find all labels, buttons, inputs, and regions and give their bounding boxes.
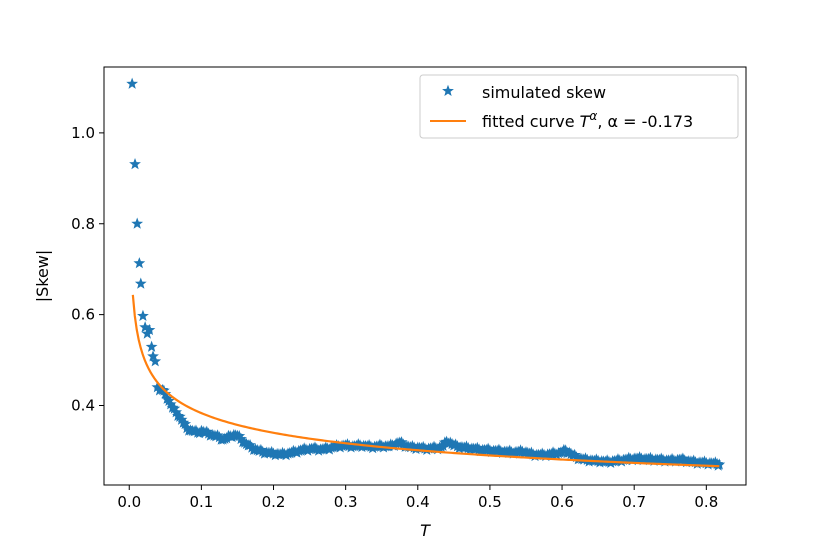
scatter-point <box>170 406 183 418</box>
legend: simulated skew fitted curve Tα, α = -0.1… <box>419 74 739 139</box>
x-axis: 0.0 0.1 0.2 0.3 0.4 0.5 0.6 0.7 0.8 <box>117 485 718 511</box>
x-tick-label: 0.3 <box>334 493 358 511</box>
legend-label-simulated: simulated skew <box>482 83 606 102</box>
x-tick-label: 0.4 <box>406 493 430 511</box>
scatter-point <box>134 277 147 289</box>
legend-star-marker <box>442 84 454 97</box>
y-tick-label: 0.6 <box>71 306 95 324</box>
scatter-point <box>129 158 141 170</box>
scatter-point <box>471 441 484 453</box>
scatter-point <box>213 431 226 443</box>
y-tick-label: 0.8 <box>71 215 95 233</box>
scatter-point <box>173 410 186 422</box>
scatter-point <box>395 436 408 448</box>
y-tick-label: 1.0 <box>71 124 95 142</box>
y-axis-label: |Skew| <box>33 250 52 303</box>
scatter-point <box>211 429 224 441</box>
scatter-point <box>244 439 256 451</box>
scatter-point <box>397 438 410 450</box>
scatter-point <box>190 424 202 436</box>
scatter-point <box>168 402 181 414</box>
scatter-point <box>143 323 156 336</box>
scatter-point <box>493 443 505 455</box>
y-axis: 0.4 0.6 0.8 1.0 <box>71 124 104 414</box>
scatter-point <box>698 455 711 467</box>
scatter-point <box>233 429 246 442</box>
scatter-point <box>149 355 162 367</box>
fitted-curve-line <box>131 294 720 468</box>
scatter-point <box>406 439 419 452</box>
scatter-point <box>145 340 158 352</box>
x-tick-label: 0.1 <box>189 493 213 511</box>
scatter-point <box>126 77 139 89</box>
scatter-point <box>687 454 700 466</box>
scatter-point <box>265 445 278 458</box>
x-tick-label: 0.6 <box>550 493 574 511</box>
scatter-point <box>175 413 188 425</box>
x-tick-label: 0.0 <box>117 493 141 511</box>
scatter-point <box>713 458 726 470</box>
scatter-point <box>133 257 146 269</box>
scatter-point <box>309 441 321 453</box>
scatter-point <box>139 321 152 333</box>
scatter-point <box>151 381 164 393</box>
scatter-point <box>245 441 258 453</box>
scatter-point <box>179 417 192 430</box>
scatter-point <box>579 452 592 464</box>
scatter-point <box>460 440 473 452</box>
scatter-point <box>181 422 193 434</box>
plot-frame <box>103 66 747 486</box>
x-axis-label: T <box>420 521 431 540</box>
scatter-point <box>644 451 657 463</box>
scatter-point <box>163 394 175 406</box>
scatter-point <box>525 446 538 458</box>
scatter-point <box>255 443 267 456</box>
scatter-point <box>449 438 462 450</box>
scatter-point <box>559 444 572 456</box>
legend-label-fitted: fitted curve Tα, α = -0.173 <box>482 109 693 131</box>
x-tick-label: 0.8 <box>694 493 718 511</box>
x-tick-label: 0.5 <box>478 493 502 511</box>
scatter-point <box>676 452 689 464</box>
scatter-point <box>709 456 722 468</box>
scatter-point <box>131 217 144 229</box>
scatter-point <box>137 309 149 321</box>
scatter-point <box>159 387 172 400</box>
scatter-point <box>503 444 516 456</box>
x-tick-label: 0.2 <box>262 493 286 511</box>
x-tick-label: 0.7 <box>622 493 646 511</box>
scatter-point <box>363 439 375 451</box>
scatter-point <box>482 442 495 454</box>
scatter-point <box>417 440 430 453</box>
y-tick-label: 0.4 <box>71 396 95 414</box>
scatter-point <box>164 398 177 410</box>
scatter-point <box>200 425 213 437</box>
legend-box <box>419 74 739 139</box>
plot-marks <box>126 77 726 471</box>
scatter-point <box>235 432 247 445</box>
scatter-point <box>568 448 581 461</box>
scatter-point <box>161 392 174 404</box>
scatter-point <box>147 350 159 362</box>
